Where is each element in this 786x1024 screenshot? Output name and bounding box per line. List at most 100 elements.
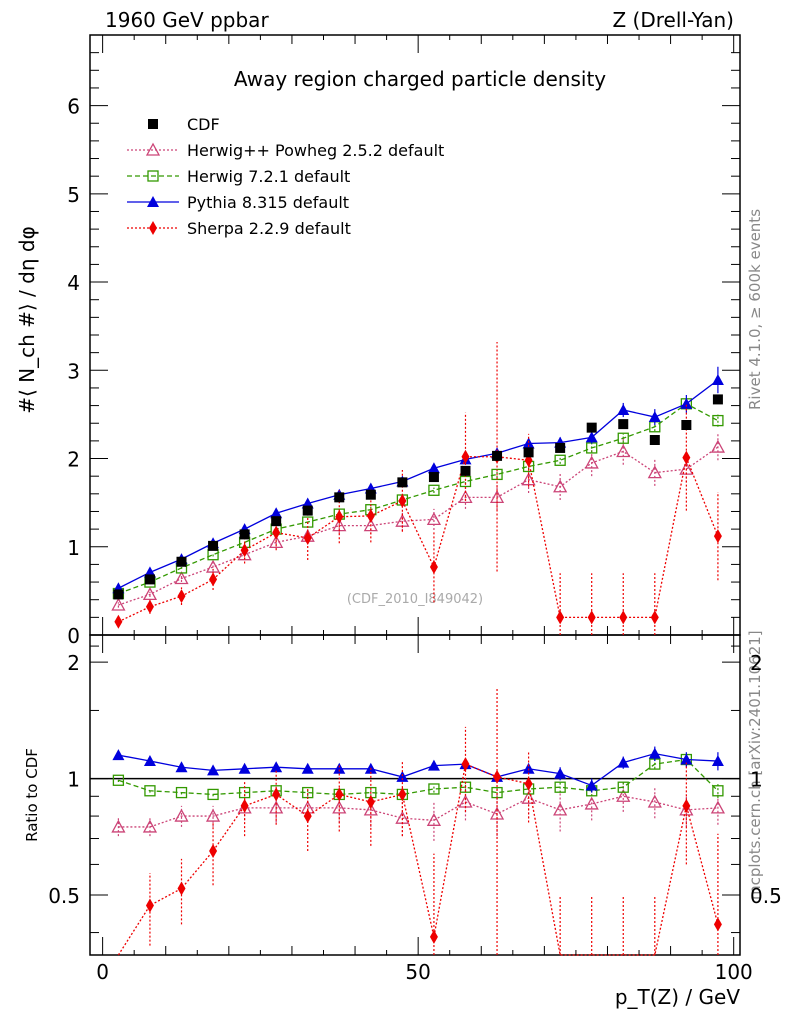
cdf-point [271,516,282,527]
pythia-point [617,404,630,415]
herwig7-ratio-point [112,774,125,786]
cdf-point [555,442,566,453]
sherpa-ratio-line [117,763,719,956]
herwigpp-point [174,571,189,585]
legend-marker-herwigpp [145,142,161,156]
x-tick-label: 100 [715,960,753,984]
cdf-point [176,556,187,567]
pythia-point [711,374,724,385]
chart-title: Away region charged particle density [234,67,606,91]
y-tick-label: 5 [67,183,80,207]
ratio-tick-label: 1 [67,768,80,792]
pythia-ratio-line [118,752,718,787]
header-right: Z (Drell-Yan) [612,8,734,32]
y-tick-label: 6 [67,95,80,119]
pythia-ratio-point [112,749,125,761]
sherpa-point [619,610,628,625]
cdf-point [239,529,250,540]
cdf-point [144,574,155,585]
herwigpp-ratio-point [332,800,347,814]
legend-label-sherpa: Sherpa 2.2.9 default [187,219,351,238]
sherpa-ratio-point [398,787,407,802]
pythia-ratio-point [333,762,346,774]
sherpa-ratio-point [145,898,154,913]
pythia-point [648,411,661,423]
sherpa-point [303,530,312,545]
sherpa-ratio-point [493,769,502,784]
herwigpp-ratio-point [205,808,221,822]
herwigpp-point [237,547,252,561]
pythia-ratio-point [648,747,661,759]
sherpa-ratio-point [272,787,281,802]
herwigpp-point [269,534,284,549]
cdf-point [302,505,313,516]
cdf-point [712,394,723,405]
cdf-point [334,492,345,503]
herwigpp-point [111,597,126,611]
cdf-point [460,465,471,476]
sherpa-ratio-point [335,787,344,802]
sherpa-point [145,599,154,614]
herwigpp-ratio-point [553,802,568,816]
herwig7-line [118,403,719,595]
ratio-tick-label: 2 [67,651,80,675]
herwig7-point [617,432,629,444]
sherpa-ratio-point [713,917,722,932]
pythia-point [680,397,693,409]
legend-marker-pythia [147,196,159,207]
sherpa-ratio-point [682,798,691,813]
ratio-y-axis-label: Ratio to CDF [23,748,41,842]
pythia-ratio-point [270,761,283,773]
legend-marker-cdf [148,119,158,129]
herwigpp-point [553,479,568,493]
pythia-ratio-point [427,759,440,771]
rivet-label: Rivet 4.1.0, ≥ 600k events [746,209,764,410]
herwigpp-ratio-point [521,790,536,804]
cdf-point [523,447,534,458]
sherpa-ratio-point [429,929,438,944]
pythia-ratio-point [301,762,314,774]
herwigpp-point [426,512,442,526]
cdf-point [492,450,503,461]
cdf-point [208,540,219,551]
sherpa-point [398,493,407,508]
cdf-point [365,489,376,500]
sherpa-point [587,610,596,625]
herwigpp-point [395,513,410,527]
sherpa-point [240,543,249,558]
sherpa-ratio-point [461,757,470,772]
legend-label-cdf: CDF [187,115,220,134]
cdf-point [113,589,124,600]
mcplots-label: mcplots.cern.ch [arXiv:2401.10621] [746,630,764,900]
sherpa-point [650,610,659,625]
main-axes: 0 1 2 3 4 5 6 [67,35,740,648]
pythia-point [522,437,535,449]
sherpa-point [429,560,438,575]
ratio-axes: 0 50 100 0.5 0.5 1 1 2 2 [48,635,782,984]
cdf-point [428,472,439,483]
y-tick-label: 2 [67,448,80,472]
sherpa-point [272,525,281,540]
sherpa-ratio-point [366,794,375,809]
pythia-ratio-point [175,761,188,773]
sherpa-ratio-point [303,809,312,824]
herwig7-ratio-point [428,783,440,795]
sherpa-ratio-point [209,843,218,858]
pythia-point [427,462,440,474]
pythia-ratio-point [396,770,409,782]
y-tick-label: 3 [67,359,80,383]
legend-label-pythia: Pythia 8.315 default [187,193,349,212]
herwigpp-point [647,465,662,479]
y-axis-label: #⟨ N_ch #⟩ / dη dφ [15,226,39,414]
sherpa-point [335,509,344,524]
sherpa-point [682,450,691,465]
cdf-point [618,419,629,430]
sherpa-point [177,589,186,604]
ratio-data-marks [111,688,726,956]
herwigpp-ratio-point [111,819,126,833]
cdf-point [397,477,408,488]
sherpa-point [713,529,722,544]
herwigpp-ratio-line [118,795,718,828]
herwigpp-point [521,472,536,486]
